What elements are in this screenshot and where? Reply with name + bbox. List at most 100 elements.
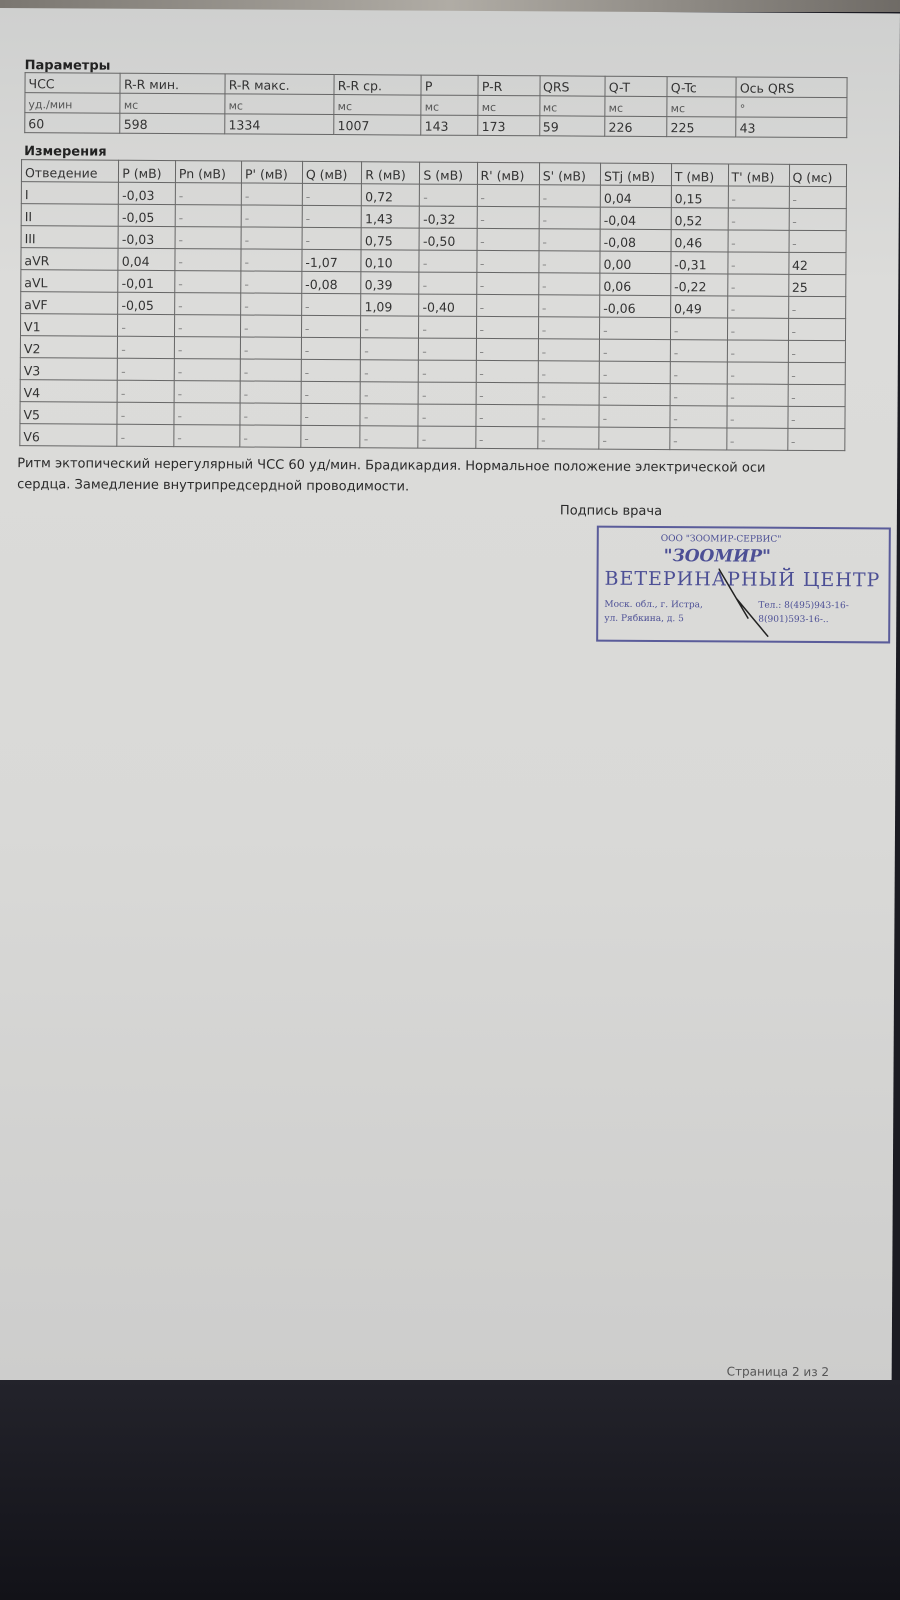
measurement-cell: - xyxy=(418,338,477,361)
param-header: Q-Tc xyxy=(667,76,737,97)
param-unit: мс xyxy=(120,93,226,114)
measurement-cell: - xyxy=(301,293,362,316)
measurement-cell: 0,04 xyxy=(600,185,672,208)
measurement-cell: - xyxy=(117,358,175,381)
measurement-cell: - xyxy=(476,206,540,229)
param-header: P xyxy=(421,75,479,96)
measurement-cell: - xyxy=(788,186,847,209)
measurement-cell: - xyxy=(174,314,241,337)
measurement-cell: -0,06 xyxy=(599,295,671,318)
column-header: Q (мВ) xyxy=(302,161,362,184)
measurement-cell: - xyxy=(669,405,727,428)
measurement-cell: - xyxy=(476,228,539,251)
measurement-cell: - xyxy=(670,317,728,340)
measurement-cell: - xyxy=(117,380,175,403)
measurement-cell: - xyxy=(476,184,540,207)
measurement-cell: -0,50 xyxy=(419,228,477,251)
measurement-cell: -0,08 xyxy=(301,271,362,294)
measurement-cell: - xyxy=(302,183,362,206)
stamp-address-line: ул. Рябкина, д. 5 xyxy=(604,613,684,625)
measurement-cell: -0,01 xyxy=(118,270,175,293)
measurement-cell: -0,08 xyxy=(600,229,671,252)
measurement-cell: - xyxy=(301,315,361,338)
measurement-cell: - xyxy=(117,424,174,447)
param-unit: мс xyxy=(667,96,737,117)
measurement-cell: - xyxy=(300,403,361,426)
measurement-cell: - xyxy=(670,339,728,362)
measurement-cell: 0,00 xyxy=(599,251,671,274)
param-value: 143 xyxy=(421,115,479,136)
measurement-cell: - xyxy=(726,361,788,385)
measurement-cell: - xyxy=(241,204,303,228)
column-header: S' (мВ) xyxy=(539,162,601,186)
measurement-cell: - xyxy=(174,292,241,315)
param-value: 1007 xyxy=(334,114,422,136)
measurement-cell: - xyxy=(538,338,600,362)
measurement-cell: - xyxy=(475,382,538,405)
measurement-cell: - xyxy=(175,182,242,205)
measurement-cell: - xyxy=(360,403,419,427)
measurement-cell: - xyxy=(173,402,241,425)
measurement-cell: - xyxy=(787,428,845,451)
measurement-cell: -0,22 xyxy=(670,273,728,296)
lead-name: V2 xyxy=(20,335,118,359)
measurement-cell: 0,49 xyxy=(670,295,728,318)
measurement-cell: - xyxy=(418,382,476,405)
measurement-cell: - xyxy=(727,251,789,275)
measurement-cell: -0,05 xyxy=(118,204,176,227)
measurement-cell: - xyxy=(240,292,302,316)
measurement-cell: - xyxy=(418,426,476,449)
measurement-cell: - xyxy=(240,270,302,294)
lead-name: aVL xyxy=(20,269,119,293)
column-header: T (мВ) xyxy=(671,163,729,186)
measurement-cell: 0,15 xyxy=(671,185,729,208)
measurement-cell: - xyxy=(727,207,789,231)
photo-background xyxy=(0,1380,900,1600)
lead-name: aVF xyxy=(20,291,119,315)
measurement-cell: 1,09 xyxy=(360,293,420,317)
measurement-cell: - xyxy=(788,318,846,341)
measurement-cell: - xyxy=(539,184,601,208)
measurement-cell: - xyxy=(173,424,240,447)
measurement-cell: - xyxy=(241,182,303,206)
measurement-cell: - xyxy=(476,272,539,295)
measurement-cell: - xyxy=(174,226,242,249)
measurement-cell: - xyxy=(538,294,600,318)
measurement-cell: - xyxy=(475,338,539,361)
column-header: Q (мс) xyxy=(788,164,847,187)
measurement-cell: - xyxy=(240,248,302,272)
measurement-cell: - xyxy=(537,426,600,450)
param-value: 59 xyxy=(539,115,606,137)
signature-scribble xyxy=(718,568,769,638)
measurement-cell: - xyxy=(788,296,846,319)
column-header: S (мВ) xyxy=(419,162,478,185)
measurement-cell: 0,75 xyxy=(361,227,420,251)
measurement-cell: - xyxy=(538,272,600,296)
column-header: R' (мВ) xyxy=(476,162,540,185)
measurement-cell: - xyxy=(418,360,476,383)
measurement-cell: - xyxy=(476,250,539,273)
param-unit: уд./мин xyxy=(24,92,121,114)
measurement-cell: 42 xyxy=(788,252,847,275)
measurement-cell: - xyxy=(475,404,538,427)
param-value: 225 xyxy=(667,116,737,137)
measurement-cell: -1,07 xyxy=(301,249,362,272)
measurement-cell: - xyxy=(241,226,303,250)
column-header: Pn (мВ) xyxy=(175,160,242,183)
measurement-cell: - xyxy=(117,402,175,425)
measurement-cell: - xyxy=(726,405,788,429)
column-header: P (мВ) xyxy=(118,160,176,183)
measurement-cell: - xyxy=(727,295,789,319)
measurement-cell: -0,04 xyxy=(600,207,672,230)
measurement-cell: -0,31 xyxy=(670,251,728,274)
measurement-cell: - xyxy=(301,227,362,250)
param-unit: мс xyxy=(334,94,422,116)
page-footer: Страница 2 из 2 xyxy=(726,1364,830,1380)
measurement-cell: -0,40 xyxy=(419,294,477,317)
table-row: V6- - - - - - - - - - - - xyxy=(19,423,845,451)
measurement-cell: - xyxy=(300,425,361,448)
measurement-cell: - xyxy=(599,339,671,362)
measurement-cell: 0,72 xyxy=(361,183,420,207)
param-value: 598 xyxy=(120,113,226,134)
measurement-cell: - xyxy=(727,185,789,209)
